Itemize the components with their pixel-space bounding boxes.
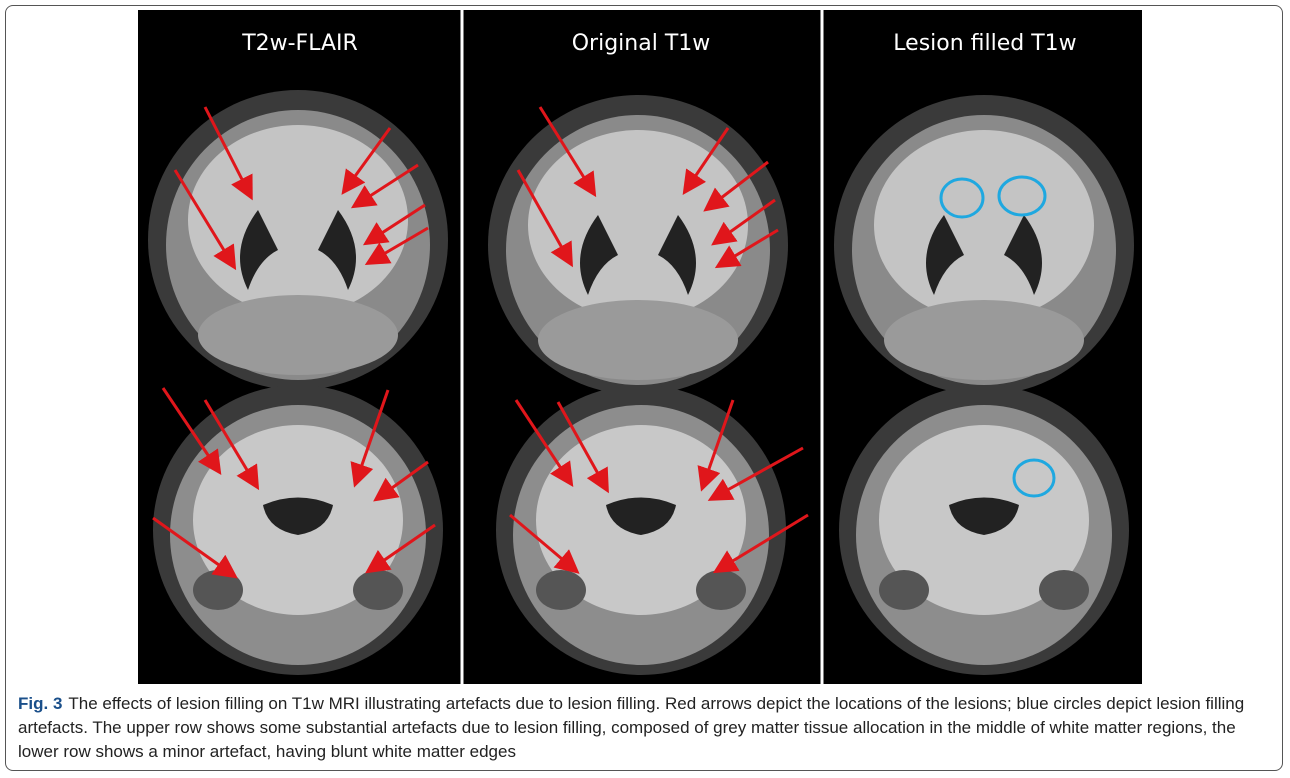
- mri-slice: [488, 95, 788, 395]
- page: T2w-FLAIR Original T1w Lesion filled T1w…: [0, 0, 1290, 778]
- mri-slice: [496, 385, 786, 675]
- panel-title: Lesion filled T1w: [893, 31, 1076, 56]
- mri-slice: [839, 385, 1129, 675]
- mri-slice: [148, 90, 448, 390]
- caption-text: The effects of lesion filling on T1w MRI…: [18, 694, 1244, 761]
- panel-title: Original T1w: [572, 31, 711, 56]
- figure-image: T2w-FLAIR Original T1w Lesion filled T1w: [138, 10, 1142, 684]
- mri-slice: [834, 95, 1134, 395]
- mri-slice: [153, 385, 443, 675]
- panel-title: T2w-FLAIR: [241, 31, 358, 56]
- caption-label: Fig. 3: [18, 694, 62, 713]
